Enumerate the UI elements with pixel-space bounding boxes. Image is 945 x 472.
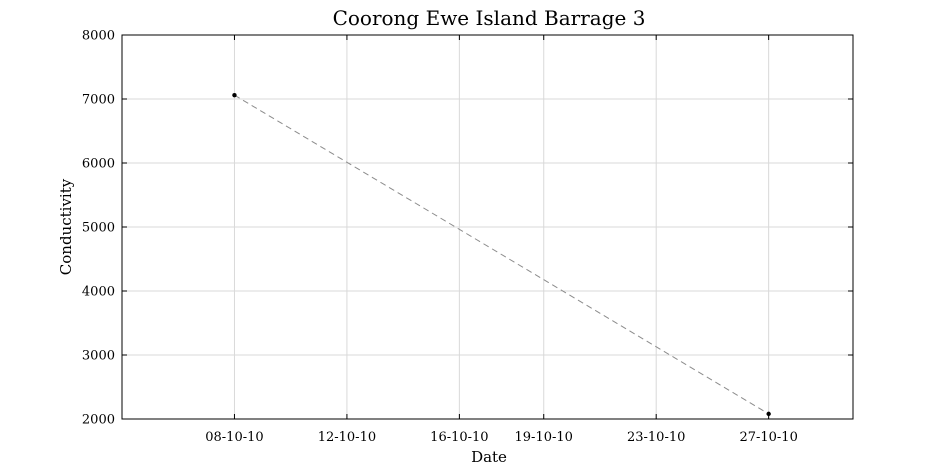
data-point [766,411,771,417]
y-axis: 2000 3000 4000 5000 6000 7000 8000 [82,29,853,428]
y-axis-label: Conductivity [57,178,75,275]
y-tick-label: 8000 [82,29,115,44]
x-tick-label: 23-10-10 [627,430,685,445]
chart-title: Coorong Ewe Island Barrage 3 [333,6,646,30]
y-tick-label: 7000 [82,93,115,108]
grid [122,35,853,419]
series-layer [232,92,771,417]
y-tick-label: 6000 [82,157,115,172]
x-tick-label: 08-10-10 [205,430,263,445]
x-tick-label: 12-10-10 [318,430,376,445]
x-tick-label: 19-10-10 [515,430,573,445]
y-tick-label: 5000 [82,221,115,236]
x-tick-label: 27-10-10 [739,430,797,445]
data-point [232,92,237,98]
y-tick-label: 4000 [82,285,115,300]
x-tick-label: 16-10-10 [430,430,488,445]
y-tick-label: 2000 [82,413,115,428]
series-line [234,94,769,415]
x-axis-label: Date [471,448,507,466]
x-axis: 08-10-10 12-10-10 16-10-10 19-10-10 23-10-10… [205,35,798,445]
y-tick-label: 3000 [82,349,115,364]
